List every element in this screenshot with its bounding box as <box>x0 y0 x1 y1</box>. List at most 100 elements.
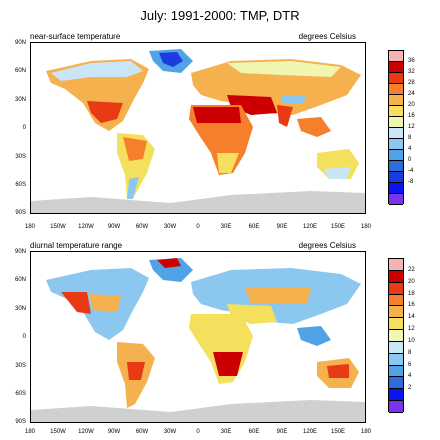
antarctica-landmass <box>31 191 365 213</box>
lat-label: 30N <box>14 306 26 312</box>
colorbar-label: 10 <box>408 337 415 344</box>
colorbar-swatch <box>389 139 403 150</box>
colorbar-label: 8 <box>408 349 412 356</box>
lon-label: 60E <box>248 224 260 230</box>
lon-label: 60W <box>135 224 149 230</box>
colorbar-swatch <box>389 270 403 283</box>
lon-label: 180 <box>24 429 35 435</box>
dtr-colorbar <box>388 258 404 413</box>
colorbar-swatch <box>389 117 403 128</box>
colorbar-swatch <box>389 150 403 161</box>
lat-label: 90S <box>15 210 26 216</box>
lon-label: 90W <box>107 429 121 435</box>
south-america-central <box>127 362 145 380</box>
lon-label: 30W <box>163 224 177 230</box>
colorbar-swatch <box>389 51 403 62</box>
colorbar-label: 12 <box>408 326 415 333</box>
colorbar-label: 6 <box>408 361 412 368</box>
colorbar-label: 16 <box>408 113 415 119</box>
colorbar-swatch <box>389 106 403 117</box>
colorbar-swatch <box>389 294 403 307</box>
lon-label: 150W <box>50 429 66 435</box>
colorbar-label: 12 <box>408 124 415 130</box>
lat-label: 30N <box>14 97 26 103</box>
colorbar-swatch <box>389 259 403 271</box>
lon-label: 120W <box>78 224 94 230</box>
lon-label: 0 <box>196 224 200 230</box>
lon-label: 120W <box>78 429 94 435</box>
colorbar-swatch <box>389 73 403 84</box>
lat-label: 60S <box>15 182 26 188</box>
lon-label: 30E <box>220 429 232 435</box>
colorbar-label: 0 <box>408 157 412 163</box>
antarctica-landmass <box>31 400 365 422</box>
eurasia-north <box>227 61 341 77</box>
north-america-central <box>89 294 121 312</box>
lat-label: 60N <box>14 277 26 283</box>
colorbar-swatch <box>389 389 403 402</box>
colorbar-swatch <box>389 365 403 378</box>
lat-label: 60N <box>14 68 26 74</box>
north-america-west <box>61 292 91 314</box>
colorbar-label: 24 <box>408 91 415 97</box>
colorbar-swatch <box>389 128 403 139</box>
lon-label: 90E <box>276 224 288 230</box>
lon-label: 30E <box>220 224 232 230</box>
colorbar-label: 16 <box>408 302 415 309</box>
colorbar-swatch <box>389 341 403 354</box>
tibet-cold <box>281 95 307 103</box>
figure-title: July: 1991-2000: TMP, DTR <box>140 8 300 23</box>
lat-label: 0 <box>22 334 26 340</box>
lat-label: 30S <box>15 154 26 160</box>
temperature-colorbar <box>388 50 404 205</box>
lat-label: 30S <box>15 363 26 369</box>
colorbar-label: 2 <box>408 385 412 392</box>
colorbar-label: 36 <box>408 58 415 64</box>
colorbar-label: 28 <box>408 80 415 86</box>
lat-label: 90N <box>14 249 26 255</box>
southern-africa <box>217 153 239 173</box>
colorbar-swatch <box>389 161 403 172</box>
panel-2-units: degrees Celsius <box>298 241 356 250</box>
colorbar-swatch <box>389 183 403 194</box>
colorbar-label: -4 <box>408 168 414 174</box>
colorbar-swatch <box>389 353 403 366</box>
colorbar-swatch <box>389 330 403 342</box>
australia-interior <box>327 364 349 378</box>
south-america-tip <box>127 177 139 199</box>
lon-label: 90W <box>107 224 121 230</box>
colorbar-label: 14 <box>408 314 415 321</box>
colorbar-label: 4 <box>408 373 412 380</box>
lat-label: 90S <box>15 419 26 425</box>
colorbar-swatch <box>389 194 403 205</box>
lon-label: 60W <box>135 429 149 435</box>
central-asia <box>245 288 311 304</box>
southeast-asia <box>297 326 331 346</box>
australia-south <box>323 167 351 179</box>
north-america-south <box>87 101 123 123</box>
greenland-hot-spot <box>157 258 181 268</box>
lon-label: 150E <box>330 429 345 435</box>
lat-label: 60S <box>15 391 26 397</box>
temperature-map <box>30 42 366 214</box>
colorbar-swatch <box>389 62 403 73</box>
panel-2-title: diurnal temperature range <box>30 241 123 250</box>
lon-label: 60E <box>248 429 260 435</box>
lon-label: 90E <box>276 429 288 435</box>
colorbar-label: 4 <box>408 146 412 152</box>
lon-label: 120E <box>302 224 317 230</box>
lon-label: 180 <box>360 224 371 230</box>
colorbar-label: 32 <box>408 69 415 75</box>
lon-label: 150W <box>50 224 66 230</box>
lon-label: 180 <box>360 429 371 435</box>
colorbar-label: 22 <box>408 266 415 273</box>
colorbar-label: 20 <box>408 278 415 285</box>
north-america-north <box>51 61 143 81</box>
dtr-map-canvas <box>31 258 365 422</box>
greenland-ice <box>159 52 183 67</box>
lon-label: 30W <box>163 429 177 435</box>
lon-label: 120E <box>302 429 317 435</box>
colorbar-label: 8 <box>408 135 412 141</box>
lon-label: 150E <box>330 224 345 230</box>
panel-1-units: degrees Celsius <box>298 32 356 41</box>
